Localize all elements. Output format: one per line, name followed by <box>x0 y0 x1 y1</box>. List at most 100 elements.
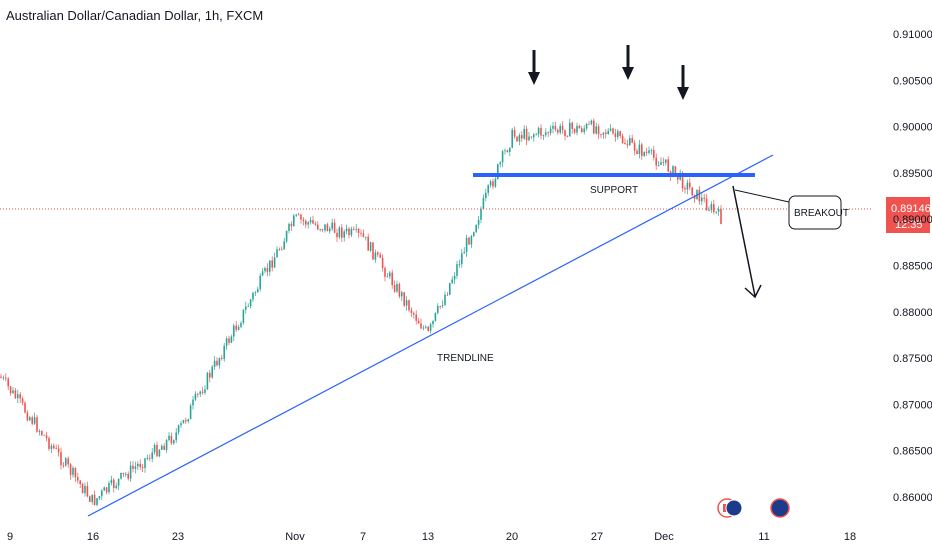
candle-body <box>55 448 57 450</box>
candle-body <box>461 253 463 265</box>
candle-body <box>643 152 645 156</box>
candle-body <box>173 440 175 444</box>
candle-body <box>67 458 69 465</box>
candle-body <box>441 305 444 307</box>
candle-body <box>57 448 60 453</box>
candle-body <box>542 135 545 136</box>
candle-body <box>77 477 79 481</box>
x-tick-label: 9 <box>7 531 13 543</box>
breakout-callout[interactable]: BREAKOUT <box>734 189 849 230</box>
candle-body <box>264 268 266 272</box>
candle-body <box>653 149 655 158</box>
candle-body <box>602 132 605 135</box>
candle-body <box>187 419 189 422</box>
candle-body <box>427 326 429 331</box>
candle-body <box>677 174 679 180</box>
price-badge[interactable]: 0.89146 12:35 <box>886 197 931 233</box>
candle-body <box>369 242 372 251</box>
candle-body <box>74 467 77 478</box>
candle-body <box>69 464 72 475</box>
candle-body <box>240 322 242 327</box>
candle-body <box>489 181 492 186</box>
candle-body <box>650 149 653 151</box>
candle-body <box>290 223 293 227</box>
candle-body <box>401 292 403 297</box>
x-tick-label: 13 <box>422 531 434 543</box>
candle-body <box>127 473 129 479</box>
candle-body <box>110 479 113 484</box>
candle-body <box>295 214 297 216</box>
candle-body <box>17 394 19 399</box>
candle-body <box>309 220 312 223</box>
candle-body <box>117 478 120 486</box>
candle-body <box>374 252 377 260</box>
candle-body <box>693 195 696 200</box>
candle-body <box>389 272 391 277</box>
candle-body <box>249 299 252 306</box>
candle-body <box>619 131 621 136</box>
y-axis[interactable]: 0.91000 0.90500 0.90000 0.89500 0.89000 0.885… <box>893 29 932 504</box>
candle-body <box>192 399 194 406</box>
candle-body <box>420 323 422 329</box>
candle-body <box>12 390 14 394</box>
candle-body <box>609 128 612 131</box>
candle-body <box>199 391 201 394</box>
candle-body <box>717 209 720 212</box>
candle-body <box>129 465 132 479</box>
candle-body <box>86 486 89 497</box>
candle-body <box>153 445 156 453</box>
candle-body <box>247 305 249 307</box>
candle-body <box>705 198 708 211</box>
candle-body <box>312 220 314 224</box>
candle-body <box>93 494 96 505</box>
candle-body <box>201 391 204 393</box>
candle-body <box>689 182 691 188</box>
y-tick-label: 0.88000 <box>893 307 932 319</box>
candle-body <box>521 135 523 139</box>
current-price-value: 0.89146 <box>891 203 931 215</box>
candle-body <box>96 498 98 505</box>
candle-body <box>530 136 533 138</box>
candle-body <box>31 417 33 424</box>
candle-body <box>228 338 230 343</box>
australia-flag-icon[interactable] <box>725 499 743 517</box>
candle-body <box>590 120 593 125</box>
candle-body <box>144 458 146 468</box>
australia-flag-icon-2[interactable] <box>770 498 790 518</box>
x-tick-label: 27 <box>591 531 603 543</box>
candle-body <box>314 223 317 225</box>
candle-body <box>134 466 137 469</box>
candle-body <box>487 185 489 193</box>
event-icons[interactable] <box>717 498 790 518</box>
x-tick-label: 20 <box>506 531 518 543</box>
candle-body <box>708 210 710 211</box>
candle-body <box>561 126 564 130</box>
candle-body <box>597 126 600 135</box>
y-tick-label: 0.86000 <box>893 492 932 504</box>
candle-body <box>288 223 290 231</box>
candle-body <box>453 275 456 280</box>
candle-body <box>511 129 513 148</box>
candle-body <box>163 445 165 450</box>
candle-body <box>564 129 566 137</box>
candle-body <box>396 284 398 292</box>
trendline[interactable] <box>87 154 774 517</box>
candle-body <box>2 377 5 379</box>
candle-body <box>45 435 48 439</box>
candle-body <box>422 327 425 329</box>
candle-body <box>161 445 163 450</box>
candle-body <box>103 487 105 491</box>
candle-body <box>365 236 367 238</box>
candle-body <box>221 358 223 359</box>
support-label: SUPPORT <box>590 185 638 196</box>
x-axis[interactable]: 9 16 23 Nov 7 13 20 27 Dec 11 18 <box>7 531 856 543</box>
candle-body <box>559 126 561 133</box>
candle-body <box>636 150 638 155</box>
candle-body <box>617 131 619 137</box>
candle-body <box>523 128 525 139</box>
candle-body <box>120 472 122 479</box>
candle-body <box>381 257 384 268</box>
candle-body <box>583 128 585 132</box>
candle-body <box>439 306 441 307</box>
